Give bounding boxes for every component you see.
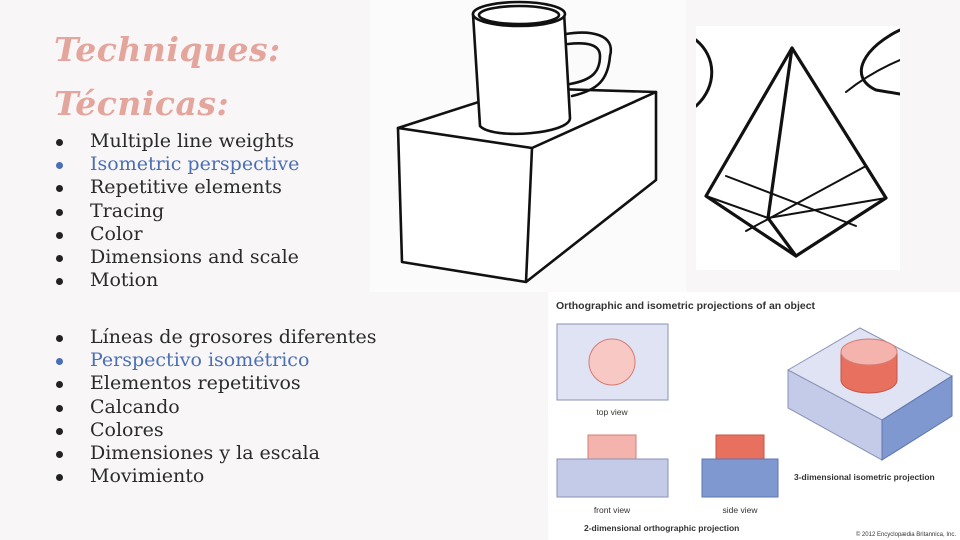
pyramid-sketch xyxy=(696,26,900,270)
list-item-highlighted: Isometric perspective xyxy=(54,153,299,176)
list-item: Tracing xyxy=(54,200,299,223)
list-item-highlighted: Perspectivo isométrico xyxy=(54,349,376,372)
top-view-cylinder xyxy=(588,338,636,386)
projection-diagram: Orthographic and isometric projections o… xyxy=(548,292,960,540)
list-item: Color xyxy=(54,223,299,246)
list-item: Repetitive elements xyxy=(54,176,299,199)
side-view-cylinder xyxy=(715,434,765,460)
list-item: Multiple line weights xyxy=(54,130,299,153)
top-view-label: top view xyxy=(596,407,628,417)
title-english: Techniques: xyxy=(54,30,281,69)
isometric-label: 3-dimensional isometric projection xyxy=(794,472,935,482)
technique-list-spanish: Líneas de grosores diferentes Perspectiv… xyxy=(54,326,376,488)
list-item: Elementos repetitivos xyxy=(54,372,376,395)
list-item: Colores xyxy=(54,419,376,442)
technique-list-english: Multiple line weights Isometric perspect… xyxy=(54,130,299,292)
front-view-label: front view xyxy=(594,505,631,515)
list-item: Dimensiones y la escala xyxy=(54,442,376,465)
front-view-base xyxy=(556,458,669,498)
list-item: Movimiento xyxy=(54,465,376,488)
side-view-label: side view xyxy=(723,505,759,515)
diagram-heading: Orthographic and isometric projections o… xyxy=(556,300,816,312)
side-view-base xyxy=(701,458,779,498)
orthographic-label: 2-dimensional orthographic projection xyxy=(584,523,739,533)
list-item: Líneas de grosores diferentes xyxy=(54,326,376,349)
list-item: Calcando xyxy=(54,396,376,419)
front-view-cylinder xyxy=(587,434,637,460)
list-item: Dimensions and scale xyxy=(54,246,299,269)
title-spanish: Técnicas: xyxy=(54,84,230,123)
isometric-block xyxy=(786,327,954,461)
mug-on-box-sketch xyxy=(370,0,686,292)
list-item: Motion xyxy=(54,269,299,292)
copyright-text: © 2012 Encyclopædia Britannica, Inc. xyxy=(856,531,956,538)
